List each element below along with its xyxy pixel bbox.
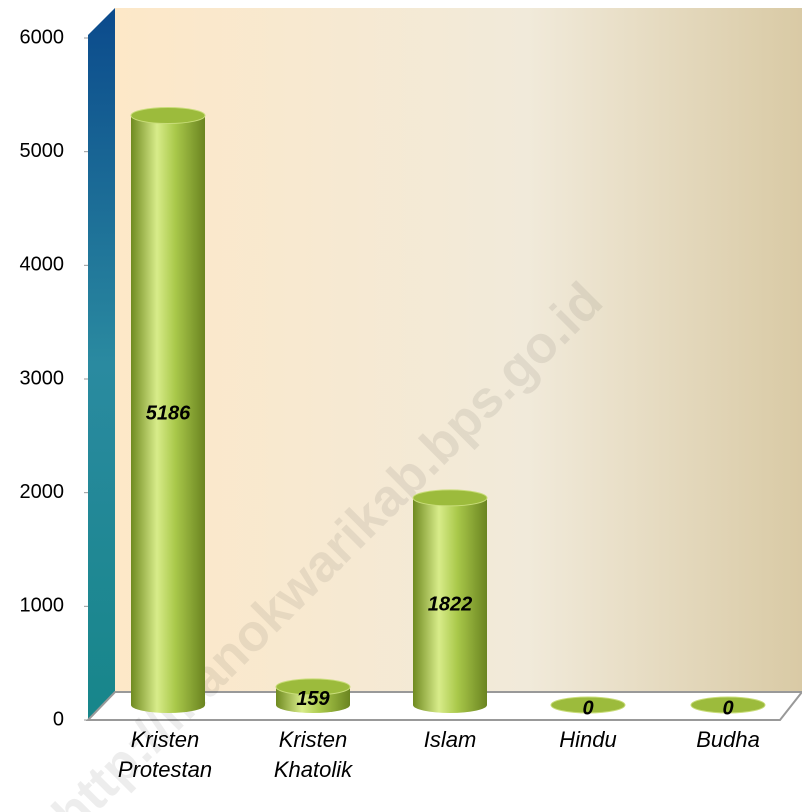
bar-top <box>690 696 766 714</box>
bar-top <box>412 489 488 507</box>
value-label: 0 <box>582 697 593 719</box>
y-tick-label: 2000 <box>20 481 65 503</box>
y-tick-label: 1000 <box>20 595 65 617</box>
value-label: 1822 <box>428 594 473 616</box>
x-tick-label: Kristen Protestan <box>117 727 213 782</box>
bar <box>413 489 488 713</box>
y-tick-label: 6000 <box>20 26 65 48</box>
y-tick-label: 4000 <box>20 254 65 276</box>
bar-top <box>550 696 626 714</box>
value-label: 5186 <box>146 403 191 425</box>
bar-top <box>275 678 351 696</box>
x-tick-label: Budha <box>696 727 760 752</box>
bar <box>131 107 205 714</box>
x-tick-label: Hindu <box>559 727 617 752</box>
value-label: 159 <box>296 688 330 710</box>
x-tick-label: Kristen Khatolik <box>273 727 353 782</box>
side-wall <box>88 8 115 720</box>
y-tick-label: 0 <box>53 708 64 730</box>
bar-top <box>130 107 206 125</box>
y-tick-label: 3000 <box>20 367 65 389</box>
x-tick-label: Islam <box>423 727 477 752</box>
value-label: 0 <box>722 697 733 719</box>
y-tick-label: 5000 <box>20 140 65 162</box>
